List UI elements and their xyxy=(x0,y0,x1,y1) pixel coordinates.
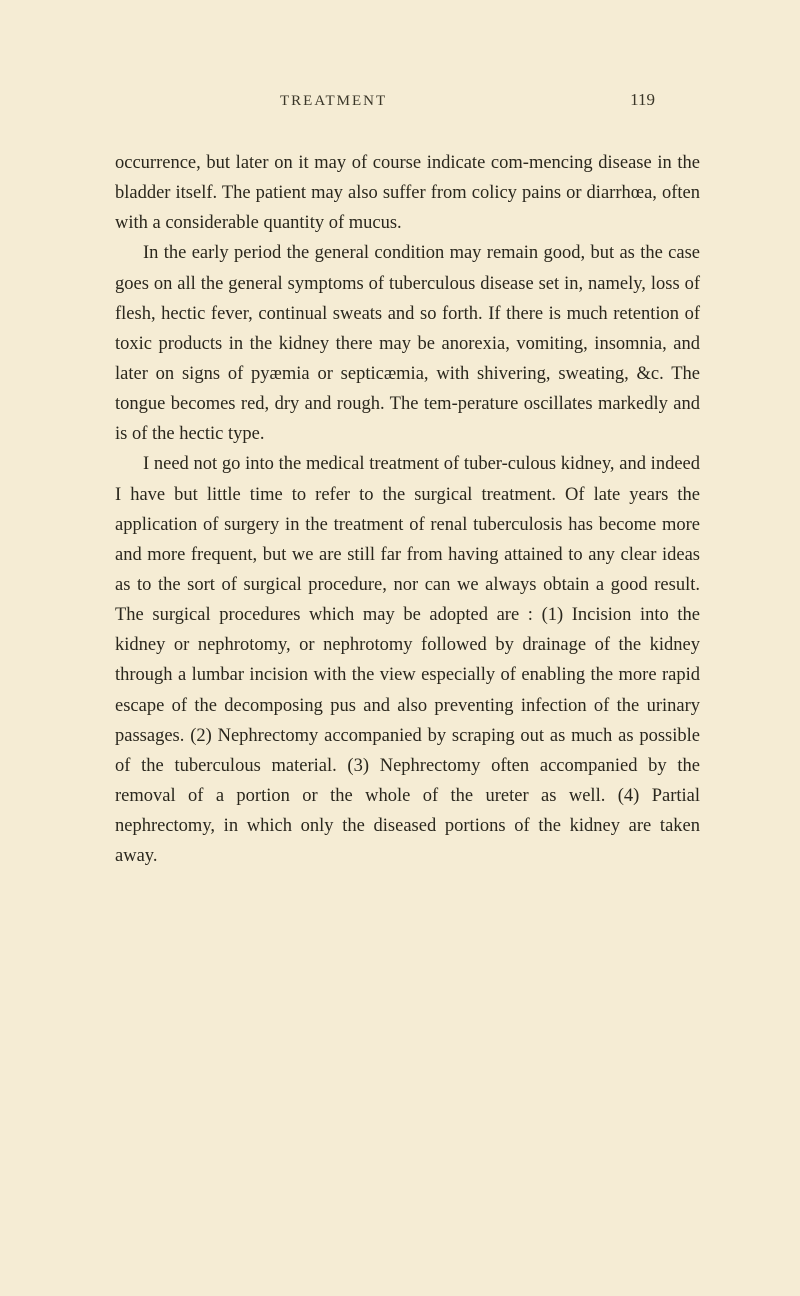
header-title: TREATMENT xyxy=(280,93,387,110)
paragraph-1: occurrence, but later on it may of cours… xyxy=(115,148,700,238)
paragraph-3: I need not go into the medical treatment… xyxy=(115,449,700,871)
page-header: TREATMENT 119 xyxy=(115,90,700,110)
document-page: TREATMENT 119 occurrence, but later on i… xyxy=(0,0,800,1296)
body-text: occurrence, but later on it may of cours… xyxy=(115,148,700,871)
page-number: 119 xyxy=(630,90,655,110)
paragraph-2: In the early period the general conditio… xyxy=(115,238,700,449)
